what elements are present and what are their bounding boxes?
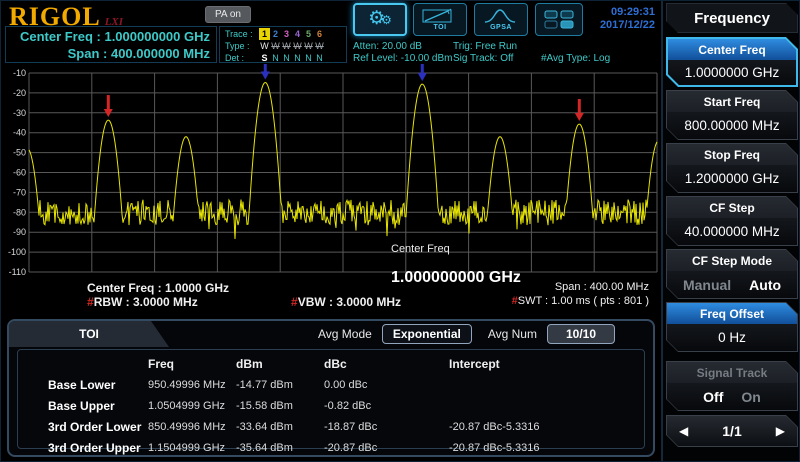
trace-4-badge: 4 xyxy=(294,29,300,39)
atten-readout: Atten: 20.00 dB xyxy=(353,41,422,52)
table-row-label: Base Upper xyxy=(48,398,115,413)
gear-icon: ⚙⚙ xyxy=(368,8,392,29)
system-setup-button[interactable]: ⚙⚙ xyxy=(353,3,407,36)
trig-readout: Trig: Free Run xyxy=(453,41,518,52)
date-readout: 2017/12/22 xyxy=(599,19,655,31)
softkey-signal-track[interactable]: Signal Track Off On xyxy=(666,361,798,411)
window-layout-icon xyxy=(544,10,574,28)
col-header-dbc: dBc xyxy=(324,356,347,371)
lxi-badge: LXI xyxy=(104,16,124,28)
avg-num-label: Avg Num xyxy=(487,327,537,341)
svg-text:-20: -20 xyxy=(13,88,26,98)
spectrum-plot: -10 -20 -30 -40 -50 -60 -70 -80 -90 -100 -110 Cent… xyxy=(1,63,661,317)
svg-text:-60: -60 xyxy=(13,168,26,178)
avg-mode-label: Avg Mode xyxy=(318,327,372,341)
menu-title: Frequency xyxy=(666,3,798,33)
svg-text:-30: -30 xyxy=(13,108,26,118)
softkey-freq-offset[interactable]: Freq Offset 0 Hz xyxy=(666,302,798,352)
avg-mode-button[interactable]: Exponential xyxy=(381,324,472,344)
page-next-icon[interactable]: ▶ xyxy=(775,424,785,438)
vbw-readout: #VBW : 3.0000 MHz xyxy=(291,295,402,309)
svg-text:-110: -110 xyxy=(9,267,26,275)
spectrum-trace-canvas: -10 -20 -30 -40 -50 -60 -70 -80 -90 -100 -110 xyxy=(8,64,658,275)
softkey-start-freq[interactable]: Start Freq 800.00000 MHz xyxy=(666,90,798,140)
menu-pager: ◀ 1/1 ▶ xyxy=(666,415,798,447)
gpsa-bell-curve-icon xyxy=(484,8,516,23)
page-indicator: 1/1 xyxy=(722,423,742,439)
softkey-cf-step[interactable]: CF Step 40.000000 MHz xyxy=(666,196,798,246)
cf-step-mode-manual-option: Manual xyxy=(682,276,732,293)
trace-2-badge: 2 xyxy=(272,29,278,39)
svg-text:-40: -40 xyxy=(13,128,26,138)
table-row-label: 3rd Order Lower xyxy=(48,419,142,434)
sig-track-readout: Sig Track: Off xyxy=(453,53,514,64)
softkey-menu: Frequency Center Freq 1.0000000 GHz Star… xyxy=(661,1,799,461)
svg-text:-10: -10 xyxy=(13,68,26,78)
trace-5-badge: 5 xyxy=(305,29,311,39)
col-header-freq: Freq xyxy=(148,356,175,371)
toi-tab[interactable]: TOI xyxy=(9,321,169,347)
svg-text:-90: -90 xyxy=(13,227,26,237)
rbw-readout: #RBW : 3.0000 MHz xyxy=(87,295,198,309)
plot-center-freq-value: 1.000000000 GHz xyxy=(391,269,521,286)
signal-track-on-option: On xyxy=(741,388,761,405)
topbar-center-freq: Center Freq : 1.000000000 GHz xyxy=(19,29,210,44)
avg-num-button[interactable]: 10/10 xyxy=(546,324,615,344)
svg-text:-80: -80 xyxy=(13,207,26,217)
trace-3-badge: 3 xyxy=(283,29,289,39)
center-freq-span-readout: Center Freq : 1.000000000 GHz Span : 400… xyxy=(5,26,217,63)
gpsa-mode-button[interactable]: GPSA xyxy=(474,3,528,36)
pa-on-button[interactable]: PA on xyxy=(205,6,251,23)
toi-panel-header: TOI Avg Mode Exponential Avg Num 10/10 xyxy=(9,321,653,347)
svg-text:-70: -70 xyxy=(13,187,26,197)
clock: 09:29:31 2017/12/22 xyxy=(587,6,655,32)
trace-6-badge: 6 xyxy=(316,29,322,39)
toi-table: Freq dBm dBc Intercept Base Lower 950.49… xyxy=(17,349,645,455)
swt-readout: #SWT : 1.00 ms ( pts : 801 ) xyxy=(511,295,649,307)
display-layout-button[interactable] xyxy=(535,3,583,36)
table-row-label: 3rd Order Upper xyxy=(48,440,141,455)
softkey-cf-step-mode[interactable]: CF Step Mode Manual Auto xyxy=(666,249,798,299)
time-readout: 09:29:31 xyxy=(610,6,655,18)
plot-center-freq-label: Center Freq xyxy=(391,243,450,255)
ref-level-readout: Ref Level: -10.00 dBm xyxy=(353,53,453,64)
trace-1-badge: 1 xyxy=(259,28,270,40)
topbar-span: Span : 400.000000 MHz xyxy=(67,46,210,61)
footer-center-freq: Center Freq : 1.0000 GHz xyxy=(87,281,230,295)
cf-step-mode-auto-option: Auto xyxy=(749,276,782,293)
span-readout: Span : 400.00 MHz xyxy=(554,281,649,293)
softkey-center-freq[interactable]: Center Freq 1.0000000 GHz xyxy=(666,37,798,87)
table-row-label: Base Lower xyxy=(48,377,116,392)
svg-text:-50: -50 xyxy=(13,148,26,158)
toi-icon xyxy=(422,8,452,22)
toi-results-panel: TOI Avg Mode Exponential Avg Num 10/10 F… xyxy=(7,319,655,457)
signal-track-off-option: Off xyxy=(703,388,724,405)
softkey-stop-freq[interactable]: Stop Freq 1.2000000 GHz xyxy=(666,143,798,193)
svg-text:-100: -100 xyxy=(8,247,26,257)
col-header-dbm: dBm xyxy=(236,356,263,371)
toi-measurement-button[interactable]: TOI xyxy=(413,3,467,36)
col-header-intercept: Intercept xyxy=(449,356,500,371)
avg-type-readout: #Avg Type: Log xyxy=(541,53,611,64)
page-prev-icon[interactable]: ◀ xyxy=(679,424,689,438)
